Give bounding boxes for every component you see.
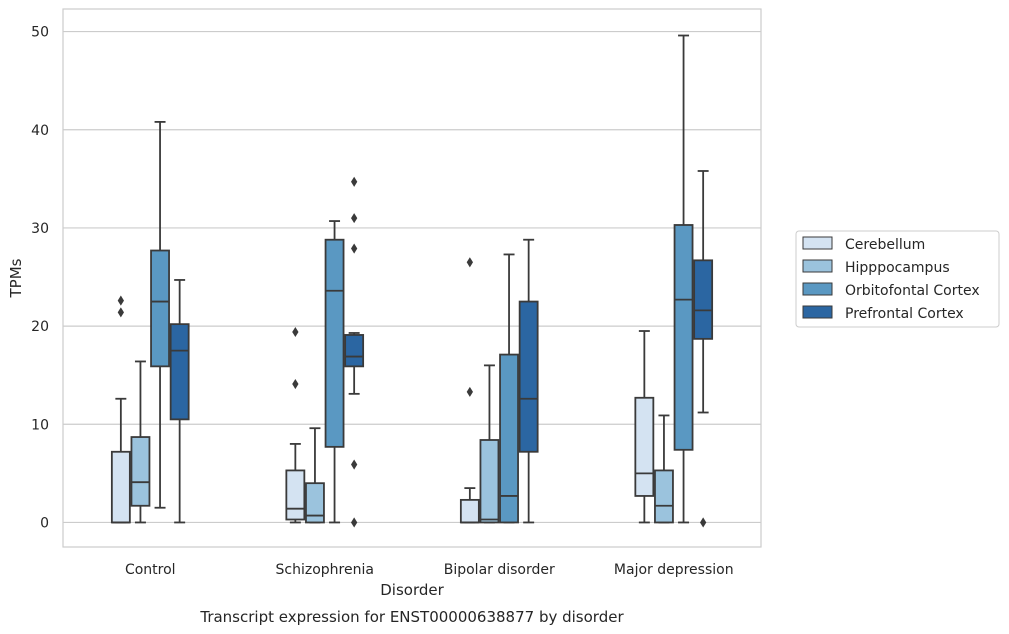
outlier-point — [292, 326, 299, 338]
box-iqr — [693, 259, 714, 340]
box-iqr — [459, 498, 480, 524]
legend-swatch — [802, 236, 833, 250]
box-1-3 — [654, 414, 674, 524]
x-tick-label: Schizophrenia — [276, 562, 374, 578]
box-iqr — [110, 450, 131, 524]
box-0-0 — [110, 295, 131, 524]
outlier-point — [351, 176, 358, 187]
box-2-3 — [673, 34, 694, 524]
box-1-2 — [479, 364, 500, 524]
box-iqr — [285, 469, 306, 521]
box-iqr — [324, 238, 345, 448]
outlier-point — [292, 378, 299, 390]
box-0-2 — [459, 257, 480, 524]
legend: Cerebellum Hipppocampus Orbitofontal Corte… — [795, 230, 1000, 328]
legend-label: Cerebellum — [845, 237, 925, 253]
outlier-point — [351, 243, 358, 254]
outlier-point — [466, 386, 473, 397]
box-iqr — [479, 439, 500, 524]
y-tick-label: 20 — [31, 319, 49, 335]
box-iqr — [305, 482, 325, 524]
x-axis: Control Schizophrenia Bipolar disorder Majo… — [125, 562, 734, 578]
box-iqr — [634, 396, 655, 497]
outlier-point — [351, 459, 358, 470]
box-3-0 — [169, 279, 190, 524]
plot-area — [62, 8, 762, 548]
legend-swatch — [802, 259, 833, 273]
y-tick-label: 50 — [31, 25, 49, 41]
x-tick-label: Control — [125, 562, 176, 578]
box-2-2 — [499, 253, 519, 524]
outlier-point — [700, 517, 707, 528]
box-3-3 — [693, 170, 714, 528]
box-iqr — [344, 334, 365, 368]
box-iqr — [499, 353, 519, 524]
x-axis-label: Disorder — [380, 581, 444, 599]
y-tick-label: 0 — [40, 515, 49, 531]
boxes — [110, 34, 714, 528]
outlier-point — [117, 295, 124, 306]
outlier-point — [117, 307, 124, 318]
y-axis: 0 10 20 30 40 50 — [31, 25, 49, 532]
box-1-0 — [130, 360, 151, 524]
legend-label: Hipppocampus — [845, 260, 950, 276]
y-axis-label: TPMs — [7, 258, 25, 298]
box-1-1 — [305, 427, 325, 524]
legend-label: Orbitofontal Cortex — [845, 283, 980, 299]
x-tick-label: Major depression — [614, 562, 734, 578]
chart-caption: Transcript expression for ENST0000063887… — [199, 608, 624, 626]
box-iqr — [169, 323, 190, 421]
outlier-point — [351, 517, 358, 528]
outlier-point — [466, 257, 473, 268]
box-iqr — [130, 436, 151, 507]
x-tick-label: Bipolar disorder — [444, 562, 555, 578]
box-iqr — [673, 224, 694, 451]
box-iqr — [518, 300, 539, 453]
box-3-1 — [344, 176, 365, 528]
legend-label: Prefrontal Cortex — [845, 306, 964, 322]
box-0-1 — [285, 326, 306, 524]
outlier-point — [351, 213, 358, 224]
box-3-2 — [518, 238, 539, 524]
box-iqr — [654, 469, 674, 524]
box-iqr — [150, 249, 170, 368]
y-tick-label: 40 — [31, 123, 49, 139]
legend-frame — [795, 230, 1000, 328]
y-tick-label: 30 — [31, 221, 49, 237]
legend-swatch — [802, 282, 833, 296]
y-tick-label: 10 — [31, 417, 49, 433]
box-0-3 — [634, 330, 655, 524]
legend-swatch — [802, 305, 833, 319]
box-2-0 — [150, 121, 170, 509]
box-2-1 — [324, 220, 345, 524]
